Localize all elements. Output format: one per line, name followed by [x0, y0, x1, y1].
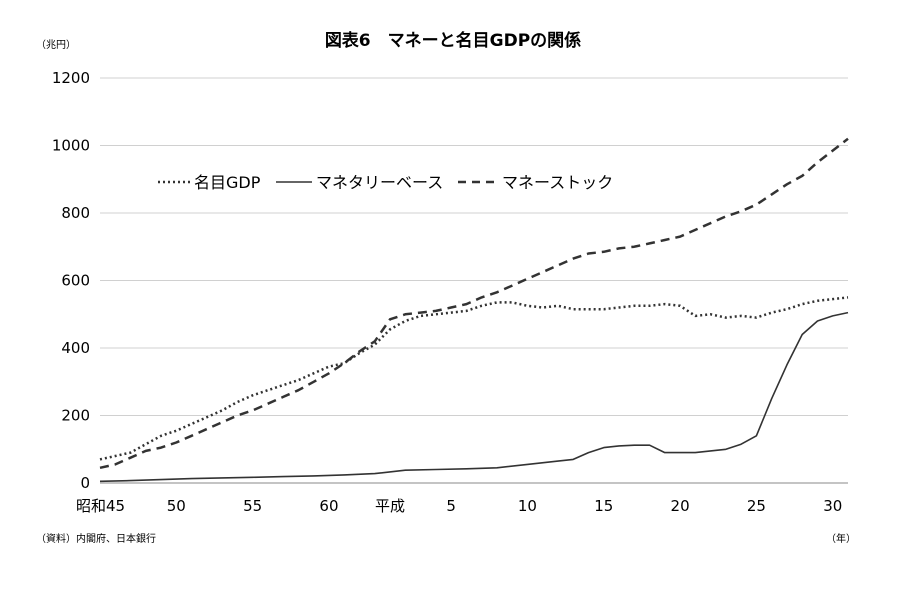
y-axis-unit: （兆円） — [36, 39, 76, 51]
y-axis-ticks: 0 200 400 600 800 1000 1200 — [52, 69, 90, 492]
legend-label-money-stock: マネーストック — [502, 173, 613, 192]
y-tick-label: 200 — [61, 407, 90, 425]
series-lines — [99, 137, 849, 483]
x-axis-unit: （年） — [826, 532, 856, 545]
x-tick-label: 昭和45 — [76, 497, 125, 515]
y-tick-label: 0 — [80, 474, 90, 492]
x-tick-label: 50 — [167, 497, 186, 515]
chart-title: 図表6 マネーと名目GDPの関係 — [325, 30, 581, 51]
source-note: （資料）内閣府、日本銀行 — [36, 532, 156, 545]
x-tick-label: 55 — [243, 497, 262, 515]
series-line-nominal-gdp — [99, 296, 849, 461]
y-tick-label: 600 — [61, 272, 90, 290]
x-axis-ticks: 昭和45 50 55 60 平成 5 10 15 20 25 30 — [76, 497, 842, 515]
x-tick-label: 60 — [319, 497, 338, 515]
x-tick-label: 10 — [518, 497, 537, 515]
y-tick-label: 400 — [61, 339, 90, 357]
legend: 名目GDP マネタリーベース マネーストック — [158, 173, 613, 192]
series-line-money-stock — [99, 137, 849, 470]
x-tick-label: 15 — [594, 497, 613, 515]
y-tick-label: 1200 — [52, 69, 90, 87]
legend-label-gdp: 名目GDP — [194, 173, 261, 192]
x-tick-label: 平成 — [375, 497, 405, 515]
x-tick-label: 20 — [671, 497, 690, 515]
x-tick-label: 5 — [446, 497, 456, 515]
y-tick-label: 800 — [61, 204, 90, 222]
legend-label-monetary-base: マネタリーベース — [316, 173, 443, 192]
x-tick-label: 25 — [747, 497, 766, 515]
series-line-monetary-base — [99, 311, 849, 483]
x-tick-label: 30 — [823, 497, 842, 515]
y-tick-label: 1000 — [52, 137, 90, 155]
gridlines — [100, 77, 848, 416]
